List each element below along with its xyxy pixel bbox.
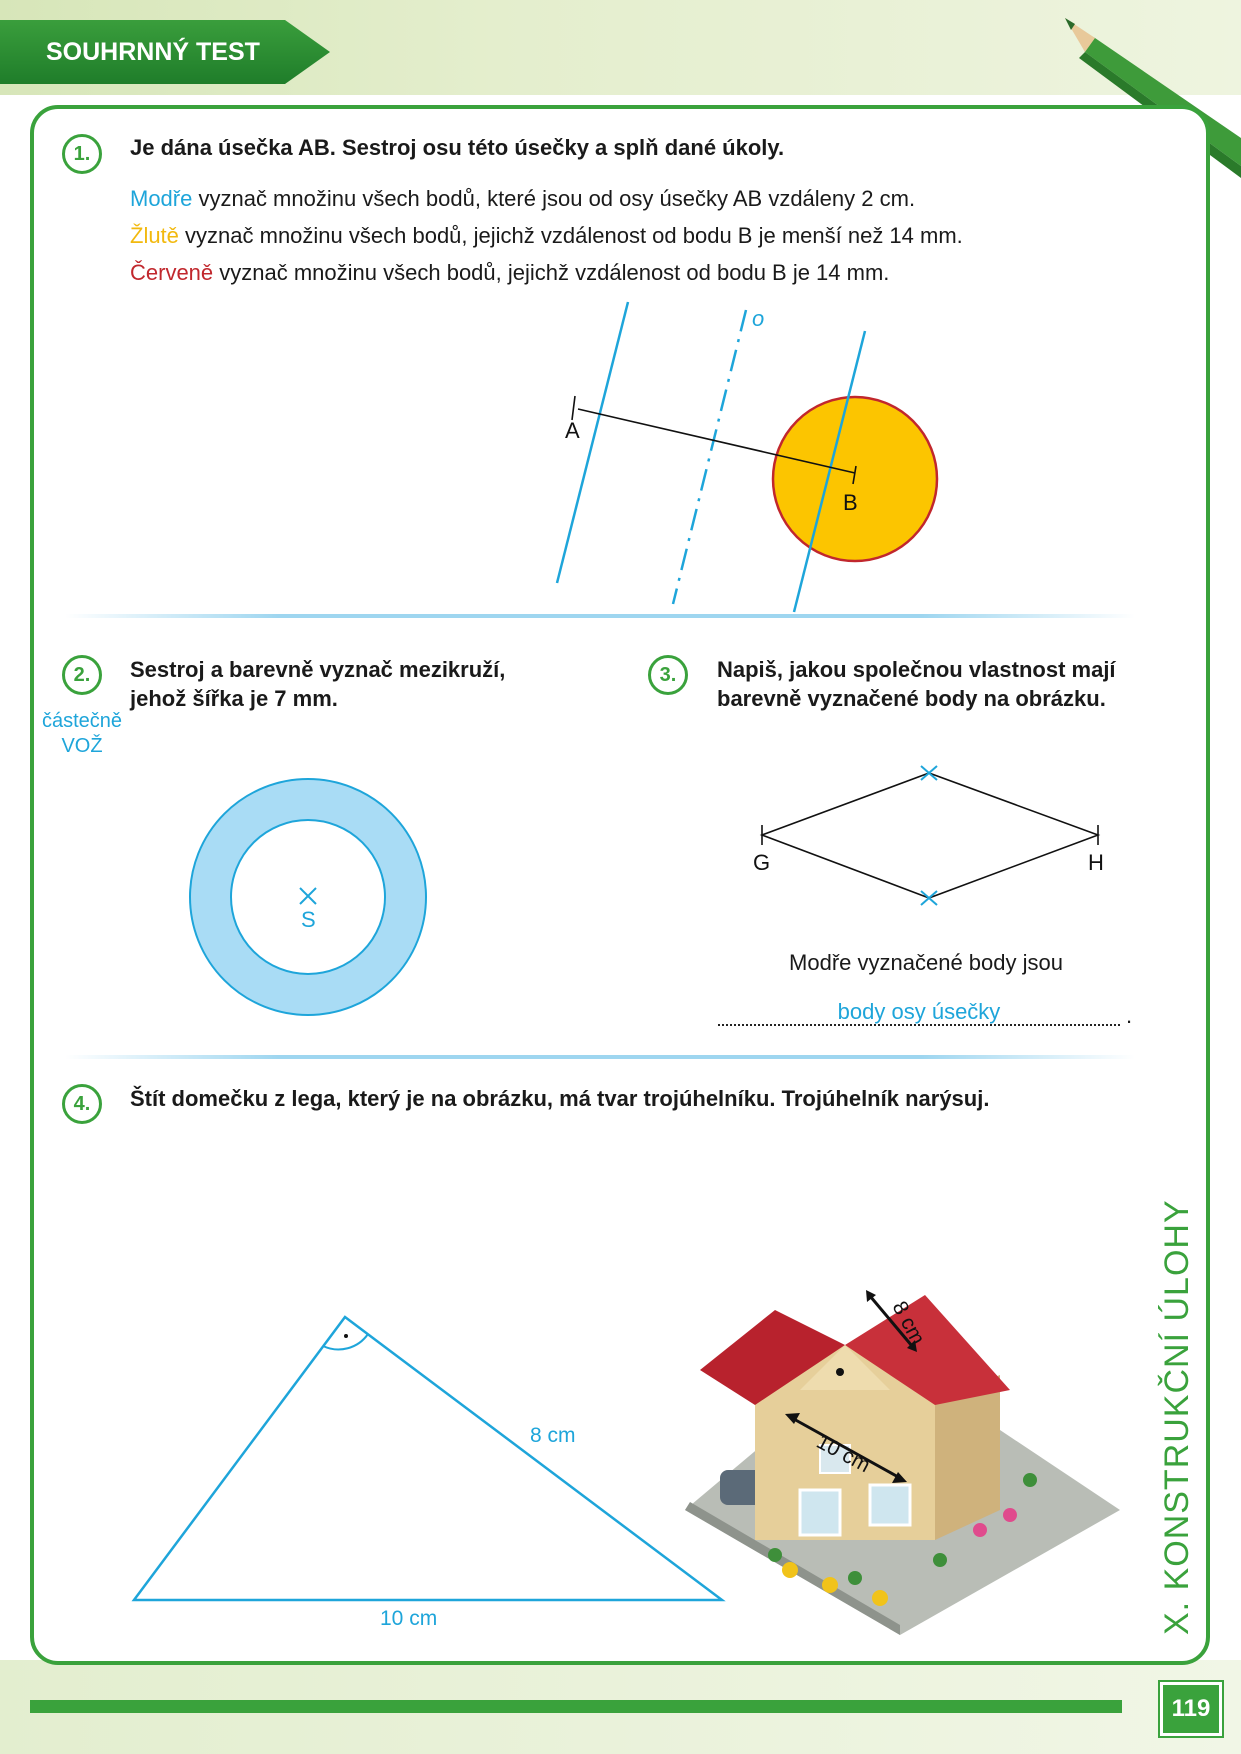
task1-instruction-yellow: Žlutě vyznač množinu všech bodů, jejichž… [130, 217, 963, 254]
measure-arrow-gable [791, 1416, 901, 1480]
triangle-outline [131, 1315, 726, 1602]
instruction-text: vyznač množinu všech bodů, které jsou od… [192, 186, 916, 211]
task-number-badge: 4. [62, 1084, 102, 1124]
answer-period: . [1126, 1003, 1133, 1028]
window [868, 1483, 912, 1527]
color-word-blue: Modře [130, 186, 193, 211]
triangle-side-label: 8 cm [530, 1424, 576, 1447]
task-number-badge: 2. [62, 655, 102, 695]
window [798, 1488, 842, 1537]
chapter-title-vertical: X. KONSTRUKČNÍ ÚLOHY [1158, 1199, 1196, 1635]
label-b: B [843, 490, 858, 515]
task-number: 1. [73, 142, 91, 165]
blue-cross-bottom [920, 890, 938, 906]
task3-prompt: Modře vyznačené body jsou [789, 950, 1063, 975]
task4-title: Štít domečku z lega, který je na obrázku… [130, 1086, 990, 1111]
tick-b [852, 465, 857, 485]
answer-dotted-line [718, 1024, 1120, 1026]
task-number: 3. [659, 663, 677, 686]
label-o: o [752, 306, 764, 331]
label-s: S [301, 907, 316, 932]
annulus-figure: S [189, 778, 427, 1016]
gable [800, 1345, 890, 1390]
task1-title: Je dána úsečka AB. Sestroj osu této úseč… [130, 135, 785, 160]
right-angle-arc [322, 1333, 369, 1351]
task-number: 4. [73, 1092, 91, 1115]
tick-a [571, 395, 576, 421]
task3-answer: body osy úsečky [837, 999, 1001, 1024]
section-divider [65, 1055, 1135, 1059]
blue-cross-top [920, 765, 938, 781]
window [819, 1444, 851, 1474]
rhombus-figure: G H [753, 765, 1104, 906]
color-word-yellow: Žlutě [130, 223, 179, 248]
task1-instruction-red: Červeně vyznač množinu všech bodů, jejic… [130, 254, 889, 291]
right-angle-dot [344, 1334, 348, 1338]
footer-bar [30, 1700, 1122, 1713]
task3-title-line1: Napiš, jakou společnou vlastnost mají [717, 657, 1116, 682]
color-word-red: Červeně [130, 260, 214, 285]
section-title: SOUHRNNÝ TEST [46, 37, 260, 66]
rhombus-outline [759, 772, 1101, 899]
roof-right [845, 1295, 1010, 1405]
blue-parallel-line-right [792, 330, 867, 613]
triangle-figure: 8 cm 10 cm [131, 1315, 726, 1630]
triangle-base-label: 10 cm [380, 1607, 437, 1630]
lego-house-photo: 10 cm 8 cm [685, 1290, 1120, 1635]
measure-arrow-roof [868, 1295, 914, 1347]
flower-bricks [768, 1473, 1037, 1606]
center-mark [299, 887, 317, 905]
roof-left [700, 1310, 845, 1405]
segment-ab [577, 408, 856, 474]
task2-title-line1: Sestroj a barevně vyznač mezikruží, [130, 657, 506, 682]
task-number-badge: 1. [62, 134, 102, 174]
instruction-text: vyznač množinu všech bodů, jejichž vzdál… [178, 223, 963, 248]
note-line: částečně [41, 710, 123, 732]
yellow-disc-red-circle [771, 395, 939, 563]
house-side-wall [935, 1375, 1000, 1540]
label-g: G [753, 850, 770, 875]
note-line: VOŽ [61, 735, 103, 757]
label-h: H [1088, 850, 1104, 875]
instruction-text: vyznač množinu všech bodů, jejichž vzdál… [213, 260, 890, 285]
task2-title-line2: jehož šířka je 7 mm. [130, 686, 338, 711]
section-header-tab: SOUHRNNÝ TEST [0, 20, 330, 84]
task1-instruction-blue: Modře vyznač množinu všech bodů, které j… [130, 180, 915, 217]
gable-apex-dot [836, 1368, 844, 1376]
blue-parallel-line-left [555, 301, 630, 584]
task3-title-line2: barevně vyznačené body na obrázku. [717, 686, 1106, 711]
page-number: 119 [1158, 1680, 1224, 1738]
task-number-badge: 3. [648, 655, 688, 695]
axis-o-line [671, 309, 748, 605]
label-a: A [565, 418, 580, 443]
task-number: 2. [73, 663, 91, 686]
task2-note: částečně VOŽ [30, 709, 134, 759]
section-divider [65, 614, 1135, 618]
